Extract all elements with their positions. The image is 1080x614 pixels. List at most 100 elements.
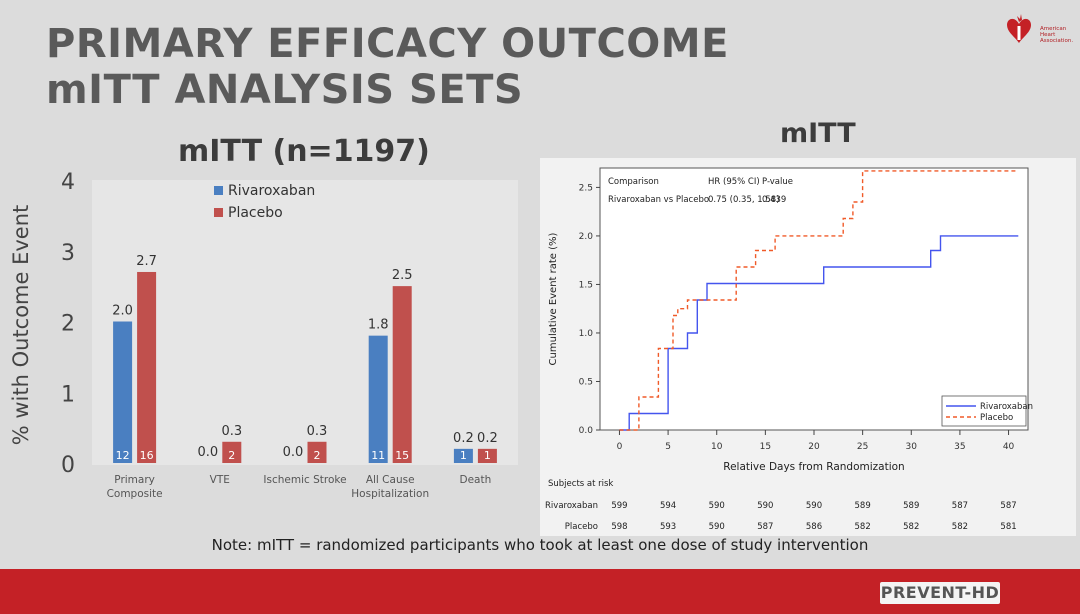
bar-placebo <box>307 441 327 463</box>
slide-title-line-2: mITT ANALYSIS SETS <box>46 67 524 113</box>
km-chart: 0 5 10 15 20 25 30 35 40 0.0 0.5 1.0 1.5 2.0 2.5 Relati… <box>545 167 1033 532</box>
footnote: Note: mITT = randomized participants who… <box>211 536 869 554</box>
data-label: 2.0 <box>112 304 133 319</box>
y-tick-label: 2.0 <box>579 232 594 242</box>
km-legend-label: Placebo <box>980 413 1013 423</box>
data-label: 0.3 <box>221 424 242 439</box>
risk-row-label: Placebo <box>565 522 598 532</box>
km-chart-title: mITT <box>780 118 856 149</box>
hr-table-header: P-value <box>762 177 793 187</box>
category-label: Hospitalization <box>351 488 429 500</box>
data-label: 2.7 <box>136 254 157 269</box>
x-tick-label: 10 <box>711 442 723 452</box>
x-tick-label: 35 <box>954 442 965 452</box>
risk-value: 581 <box>1000 522 1016 532</box>
x-tick-label: 30 <box>906 442 918 452</box>
risk-value: 589 <box>855 501 871 511</box>
bar-chart-title: mITT (n=1197) <box>178 134 430 169</box>
x-tick-label: 20 <box>808 442 820 452</box>
risk-value: 593 <box>660 522 676 532</box>
category-label: Ischemic Stroke <box>263 474 346 486</box>
risk-table-title: Subjects at risk <box>548 479 613 489</box>
category-label: Primary <box>114 474 155 486</box>
hr-table-value: Rivaroxaban vs Placebo <box>608 195 709 205</box>
risk-row-label: Rivaroxaban <box>545 501 598 511</box>
bar-placebo <box>392 286 412 463</box>
y-tick-label: 1.5 <box>579 280 593 290</box>
km-line-placebo <box>619 170 1019 431</box>
x-tick-label: 5 <box>665 442 671 452</box>
data-label: 0.3 <box>307 424 328 439</box>
count-label: 12 <box>116 449 130 462</box>
km-legend-label: Rivaroxaban <box>980 402 1033 412</box>
risk-value: 590 <box>709 522 725 532</box>
x-tick-label: 40 <box>1003 442 1015 452</box>
x-tick-label: 15 <box>760 442 771 452</box>
risk-value: 590 <box>709 501 725 511</box>
y-tick-label: 2.5 <box>579 183 593 193</box>
y-tick-label: 1 <box>61 382 75 407</box>
bar-rivaroxaban <box>368 335 388 463</box>
data-label: 0.0 <box>283 445 304 460</box>
risk-value: 587 <box>1000 501 1016 511</box>
y-tick-label: 4 <box>61 170 75 195</box>
hr-table-value: 0.439 <box>762 195 786 205</box>
x-tick-label: 25 <box>857 442 868 452</box>
y-tick-label: 0.5 <box>579 377 593 387</box>
count-label: 2 <box>228 449 235 462</box>
data-label: 0.2 <box>453 431 474 446</box>
count-label: 16 <box>140 449 154 462</box>
plot-area <box>92 180 518 465</box>
risk-value: 590 <box>757 501 773 511</box>
risk-value: 582 <box>952 522 968 532</box>
bar-placebo <box>477 448 497 463</box>
risk-value: 587 <box>757 522 773 532</box>
brand-logo: PREVENT-HD <box>880 582 1000 604</box>
y-tick-label: 0.0 <box>579 426 594 436</box>
hr-table-header: HR (95% CI) <box>708 177 760 187</box>
risk-value: 598 <box>611 522 627 532</box>
x-tick-label: 0 <box>617 442 623 452</box>
x-axis-label: Relative Days from Randomization <box>723 461 904 473</box>
risk-value: 594 <box>660 501 676 511</box>
data-label: 1.8 <box>368 318 389 333</box>
legend-label: Placebo <box>228 205 283 221</box>
y-tick-label: 3 <box>61 241 75 266</box>
bar-placebo <box>137 271 157 463</box>
data-label: 0.0 <box>197 445 218 460</box>
bar-rivaroxaban <box>453 448 473 463</box>
heart-torch-icon <box>1007 14 1031 43</box>
risk-value: 582 <box>855 522 871 532</box>
count-label: 1 <box>484 449 491 462</box>
risk-value: 587 <box>952 501 968 511</box>
y-axis-label: Cumulative Event rate (%) <box>548 232 559 365</box>
km-panel: 0 5 10 15 20 25 30 35 40 0.0 0.5 1.0 1.5 2.0 2.5 Relati… <box>540 158 1076 536</box>
risk-value: 589 <box>903 501 919 511</box>
count-label: 15 <box>395 449 409 462</box>
category-label: VTE <box>210 474 230 486</box>
risk-value: 586 <box>806 522 822 532</box>
logo-text: American Heart Association. <box>1040 26 1074 44</box>
y-axis-label: % with Outcome Event <box>9 205 33 446</box>
bar-rivaroxaban <box>113 321 133 463</box>
category-label: All Cause <box>366 474 415 486</box>
risk-value: 599 <box>611 501 627 511</box>
count-label: 11 <box>371 449 385 462</box>
km-plot-area <box>599 167 1029 431</box>
category-label: Death <box>460 474 492 486</box>
count-label: 1 <box>460 449 467 462</box>
category-label: Composite <box>107 488 163 500</box>
y-tick-label: 0 <box>61 453 75 478</box>
hr-table-value: 0.75 (0.35, 1.58) <box>708 195 780 205</box>
bar-placebo <box>222 441 242 463</box>
y-tick-label: 2 <box>61 312 75 337</box>
slide-title-line-1: PRIMARY EFFICACY OUTCOME <box>46 21 729 67</box>
data-label: 0.2 <box>477 431 498 446</box>
legend-label: Rivaroxaban <box>228 183 315 199</box>
legend-swatch <box>214 208 223 217</box>
count-label: 2 <box>314 449 321 462</box>
hr-table-header: Comparison <box>608 177 659 187</box>
legend-swatch <box>214 186 223 195</box>
km-legend-box <box>941 395 1027 427</box>
